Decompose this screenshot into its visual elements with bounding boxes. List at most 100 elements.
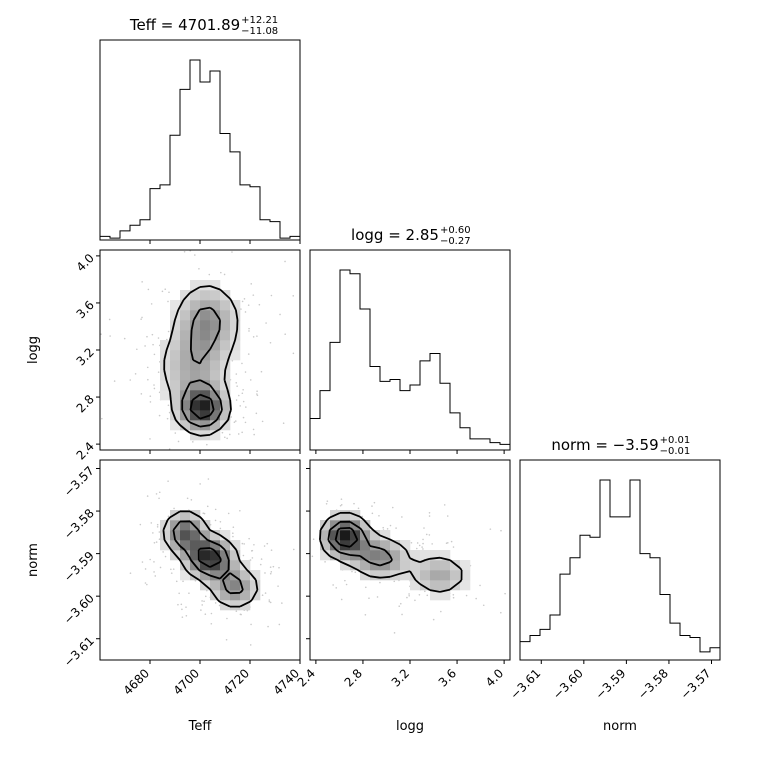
sample-point [422,548,424,550]
sample-point [200,609,202,611]
sample-point [203,600,205,603]
sample-point [339,504,342,507]
density-cell [200,370,211,381]
sample-point [219,527,222,530]
density-cell [190,350,201,361]
density-cell [370,530,381,541]
x-axis-label-logg: logg [396,719,424,734]
sample-point [232,532,234,534]
density-cell [220,550,231,561]
density-cell [420,570,431,581]
sample-point [292,295,295,297]
density-cell [340,510,351,521]
sample-point [251,557,254,559]
x-tick-label-logg: 3.2 [389,666,412,689]
sample-point [158,414,161,417]
density-cell [230,300,241,311]
sample-point [245,406,247,408]
density-cell [450,570,461,581]
sample-point [109,335,111,337]
sample-point [479,584,481,587]
density-cell [320,530,331,541]
sample-point [203,512,206,515]
sample-point [418,544,421,547]
sample-point [241,431,243,434]
sample-point [269,566,272,568]
sample-point [364,613,367,616]
sample-point [147,378,149,381]
sample-point [242,388,244,391]
sample-point [340,498,343,500]
sample-point [399,602,402,605]
density-cell [360,570,371,581]
density-cell [220,330,231,341]
sample-point [401,516,403,518]
sample-point [206,505,209,508]
sample-point [134,373,137,375]
sample-point [219,520,222,523]
sample-point [183,250,186,253]
density-cell [350,540,361,551]
title-lower-error-logg: −0.27 [440,236,471,247]
sample-point [376,596,379,598]
sample-point [395,527,397,529]
x-tick-label-norm: −3.60 [550,666,586,702]
sample-point [170,572,173,574]
density-cell [230,340,241,351]
sample-point [278,566,280,569]
sample-point [249,379,252,381]
y-tick-label-logg: 3.2 [74,345,97,368]
sample-point [270,571,273,573]
density-cell [200,310,211,321]
sample-point [422,542,424,545]
sample-point [242,554,245,557]
density-cell [210,290,221,301]
sample-point [167,404,170,407]
sample-point [325,503,328,505]
sample-point [243,298,246,300]
y-tick-label-logg: 3.6 [74,298,97,321]
density-cell [160,540,171,551]
sample-point [241,362,243,365]
density-cell [190,360,201,371]
density-cell [400,570,411,581]
density-cell [200,550,211,561]
sample-point [198,267,200,270]
sample-point [416,542,419,544]
density-cell [160,380,171,391]
sample-point [270,294,273,297]
density-cell [220,420,231,431]
sample-point [162,551,164,553]
contour-level-1 [319,511,463,593]
density-cell [400,560,411,571]
sample-point [489,528,492,530]
sample-point [156,526,159,528]
sample-point [158,497,160,500]
sample-point [410,541,413,544]
sample-point [214,602,217,604]
density-cell [220,400,231,411]
histogram-norm [519,459,721,661]
sample-point [452,596,455,599]
density-cell [170,310,181,321]
sample-point [181,608,183,611]
x-tick-label-norm: −3.59 [593,666,629,702]
density-cell [230,350,241,361]
sample-point [146,335,148,338]
density-cell [230,590,241,601]
sample-point [248,330,250,332]
sample-point [146,583,148,586]
sample-point [172,568,175,570]
histogram-steps-Teff [100,59,300,239]
density-cell [230,580,241,591]
density-cell [190,390,201,401]
sample-point [164,555,167,558]
sample-point [391,506,394,509]
sample-point [265,322,267,324]
sample-point [250,283,253,285]
sample-point [266,542,269,545]
density-cell [170,390,181,401]
title-main-Teff: Teff = 4701.89 [129,16,240,34]
density-cell [330,550,341,561]
density-cell [210,400,221,411]
